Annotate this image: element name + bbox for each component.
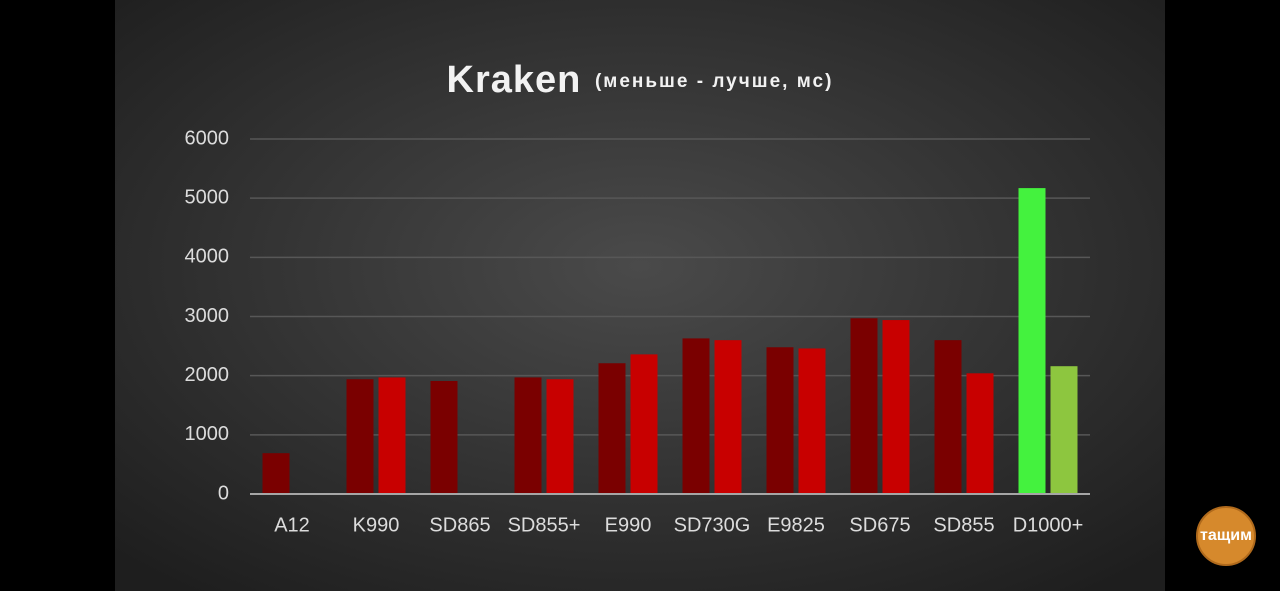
bar <box>714 340 742 494</box>
bar <box>882 320 910 494</box>
x-tick-label: SD675 <box>849 514 910 536</box>
y-tick-label: 1000 <box>185 423 230 445</box>
x-tick-label: E9825 <box>767 514 825 536</box>
y-tick-label: 2000 <box>185 364 230 386</box>
chart-subtitle: (меньше - лучше, мс) <box>595 71 833 92</box>
y-tick-label: 4000 <box>185 246 230 268</box>
bar <box>1050 366 1078 494</box>
bar <box>966 373 994 494</box>
y-tick-label: 3000 <box>185 305 230 327</box>
x-tick-label: SD730G <box>674 514 751 536</box>
bar <box>378 377 406 494</box>
bar <box>934 340 962 494</box>
chart-title: Kraken <box>447 59 582 101</box>
x-tick-label: K990 <box>353 514 400 536</box>
logo: тащим <box>1196 506 1256 566</box>
bar <box>682 338 710 494</box>
chart-heading: Kraken (меньше - лучше, мс) <box>447 59 834 101</box>
watermark: тащим <box>1200 527 1252 544</box>
bar <box>430 380 458 494</box>
bar <box>598 363 626 494</box>
y-tick-label: 6000 <box>185 127 230 149</box>
bar <box>514 377 542 494</box>
y-tick-label: 5000 <box>185 186 230 208</box>
x-tick-label: SD855+ <box>508 514 581 536</box>
x-tick-label: SD865 <box>429 514 490 536</box>
bar <box>546 379 574 494</box>
bar <box>766 347 794 494</box>
x-tick-label: D1000+ <box>1013 514 1084 536</box>
bar <box>346 379 374 494</box>
bar <box>850 318 878 494</box>
bar <box>630 354 658 494</box>
x-tick-label: SD855 <box>933 514 994 536</box>
logo-circle <box>1196 506 1256 566</box>
x-tick-label: E990 <box>605 514 652 536</box>
bar <box>262 453 290 494</box>
x-tick-label: A12 <box>274 514 310 536</box>
bar <box>798 348 826 494</box>
y-tick-label: 0 <box>218 482 229 504</box>
bar <box>1018 188 1046 494</box>
